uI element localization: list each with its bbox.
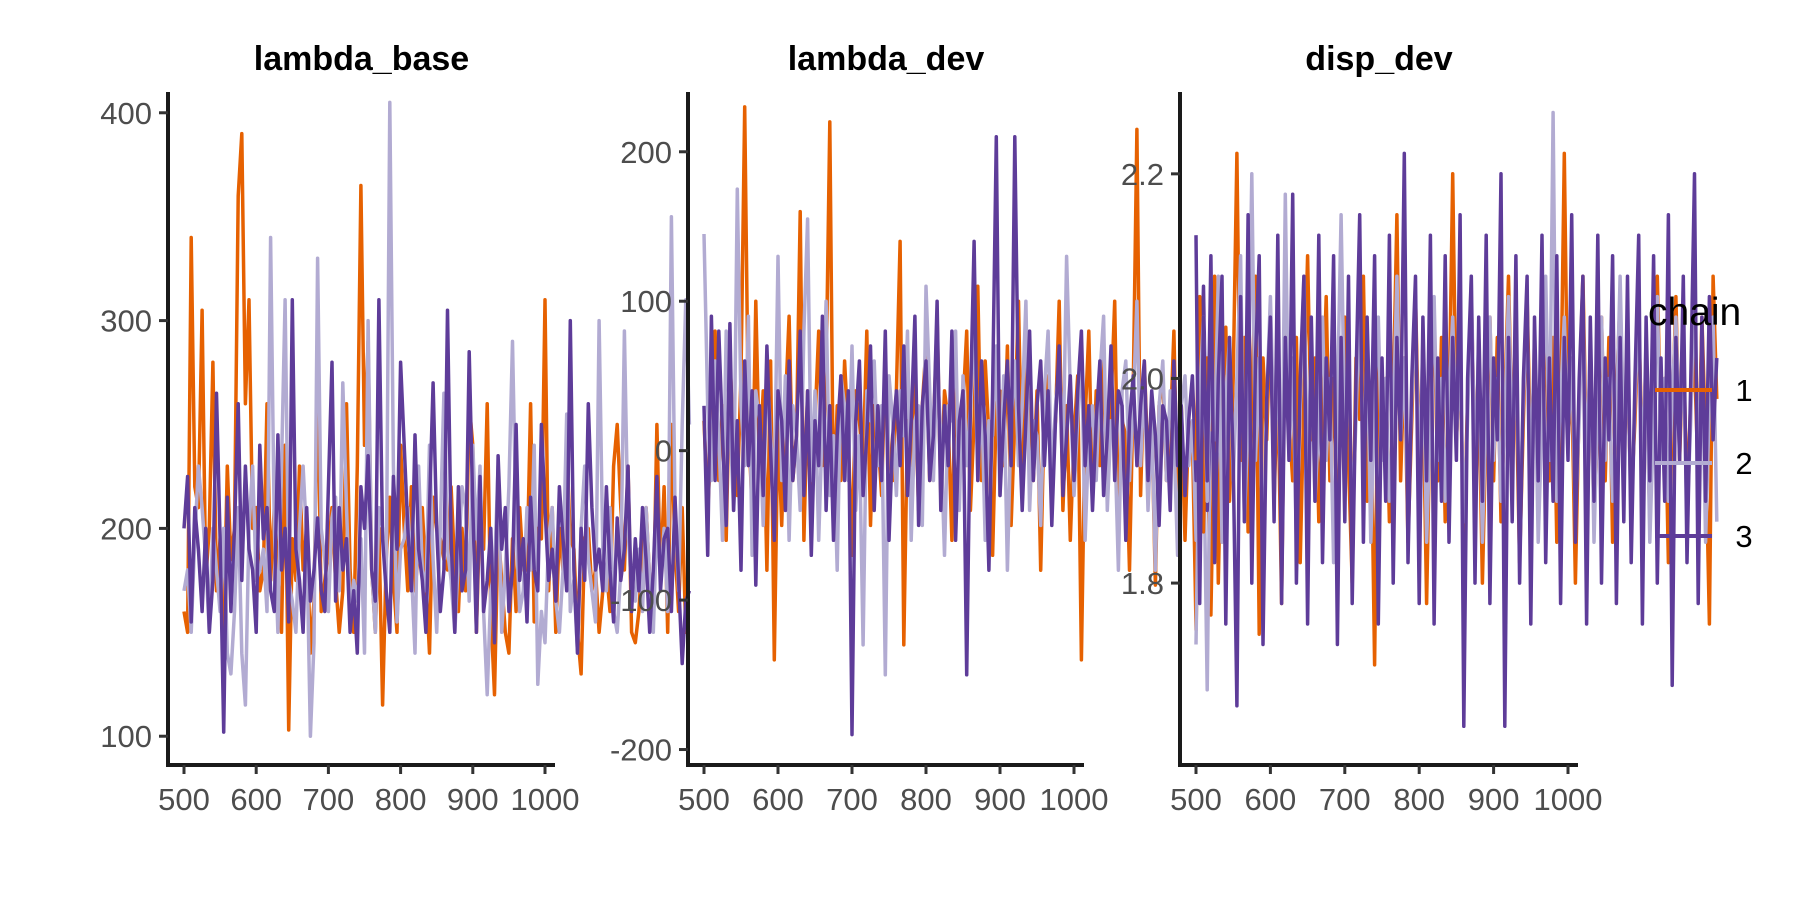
facet-panel-lambda_dev: lambda_dev -200 -100 0 100 200 500 600 700 800 900…: [610, 40, 1224, 817]
x-tick-label: 800: [900, 782, 952, 817]
facet-title: disp_dev: [1305, 40, 1452, 78]
x-tick-label: 600: [752, 782, 804, 817]
x-tick-label: 900: [1468, 782, 1520, 817]
series-line-chain-2: [702, 187, 1224, 692]
x-tick-label: 1000: [1534, 782, 1603, 817]
chain-legend: chain 1 2 3: [1648, 291, 1753, 554]
y-tick-label: 100: [100, 719, 152, 754]
facet-title: lambda_dev: [788, 40, 985, 78]
x-tick-label: 700: [1319, 782, 1371, 817]
x-tick-label: 900: [974, 782, 1026, 817]
series-group: [182, 100, 692, 738]
facet-panel-disp_dev: disp_dev 1.8 2.0 2.2 500 600 700 800 900 1000: [1121, 40, 1719, 817]
y-tick-label: 2.0: [1121, 361, 1164, 396]
x-tick-label: 1000: [1040, 782, 1109, 817]
series-line-chain-3: [702, 135, 1217, 737]
legend-label: 2: [1735, 446, 1752, 481]
series-line-chain-2: [182, 100, 692, 738]
x-tick-label: 700: [303, 782, 355, 817]
x-tick-label: 900: [447, 782, 499, 817]
series-group: [702, 105, 1224, 737]
x-tick-label: 1000: [511, 782, 580, 817]
y-tick-label: -100: [610, 583, 672, 618]
series-line-chain-3: [182, 298, 692, 734]
x-tick-label: 500: [678, 782, 730, 817]
x-tick-label: 500: [1170, 782, 1222, 817]
x-tick-label: 600: [1245, 782, 1297, 817]
legend-title: chain: [1648, 291, 1741, 334]
y-tick-label: -200: [610, 733, 672, 768]
y-tick-label: 1.8: [1121, 566, 1164, 601]
x-tick-label: 600: [230, 782, 282, 817]
facet-panel-lambda_base: lambda_base 100 200 300 400 500 600 700 800 900 10…: [100, 40, 692, 817]
facet-title: lambda_base: [254, 40, 469, 78]
x-tick-label: 800: [375, 782, 427, 817]
y-tick-label: 0: [655, 434, 672, 469]
series-line-chain-3: [1194, 151, 1719, 729]
y-tick-label: 300: [100, 304, 152, 339]
y-tick-label: 100: [620, 284, 672, 319]
y-tick-label: 2.2: [1121, 157, 1164, 192]
legend-item-chain-3: 3: [1655, 519, 1753, 554]
x-tick-label: 800: [1393, 782, 1445, 817]
y-tick-label: 400: [100, 96, 152, 131]
x-tick-label: 700: [826, 782, 878, 817]
y-tick-label: 200: [620, 135, 672, 170]
series-group: [1194, 110, 1719, 729]
legend-item-chain-2: 2: [1655, 446, 1753, 481]
legend-label: 1: [1735, 373, 1752, 408]
legend-label: 3: [1735, 519, 1752, 554]
y-tick-label: 200: [100, 511, 152, 546]
series-line-chain-1: [182, 131, 690, 732]
x-tick-label: 500: [158, 782, 210, 817]
legend-item-chain-1: 1: [1655, 373, 1753, 408]
facet-panels: lambda_base 100 200 300 400 500 600 700 800 900 10…: [100, 40, 1719, 817]
